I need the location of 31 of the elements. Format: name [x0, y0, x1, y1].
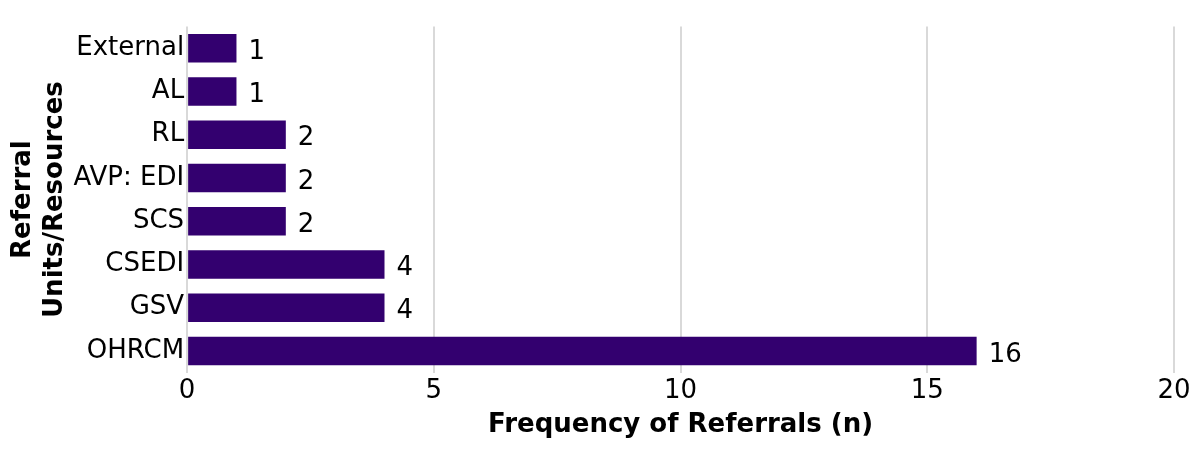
y-tick-label: External	[76, 30, 185, 61]
x-axis-title: Frequency of Referrals (n)	[488, 408, 874, 439]
data-label: 1	[248, 34, 266, 65]
y-tick-label: GSV	[129, 290, 185, 321]
bar	[188, 206, 286, 236]
y-tick-label: RL	[151, 117, 185, 148]
bar	[188, 163, 286, 193]
x-tick-label: 0	[178, 373, 196, 404]
data-label: 2	[297, 164, 315, 195]
y-tick-label: AL	[151, 74, 185, 105]
bar	[188, 250, 385, 279]
y-axis-title: Referral Units/Resources	[6, 81, 68, 318]
bar	[188, 77, 237, 106]
data-label: 2	[297, 121, 315, 152]
y-tick-label: CSEDI	[105, 247, 185, 278]
bar	[188, 336, 977, 366]
bar	[188, 293, 385, 322]
data-label: 4	[396, 294, 414, 325]
bar	[188, 120, 286, 149]
y-tick-label: SCS	[132, 203, 185, 234]
data-label: 1	[248, 78, 266, 109]
data-label: 16	[988, 337, 1022, 368]
bar	[188, 33, 237, 63]
y-tick-label: OHRCM	[86, 333, 185, 364]
x-tick-label: 5	[425, 373, 443, 404]
x-tick-label: 20	[1157, 373, 1191, 404]
x-tick-label: 10	[664, 373, 698, 404]
data-label: 2	[297, 207, 315, 238]
data-label: 4	[396, 251, 414, 282]
y-tick-label: AVP: EDI	[73, 160, 185, 191]
x-tick-label: 15	[910, 373, 944, 404]
